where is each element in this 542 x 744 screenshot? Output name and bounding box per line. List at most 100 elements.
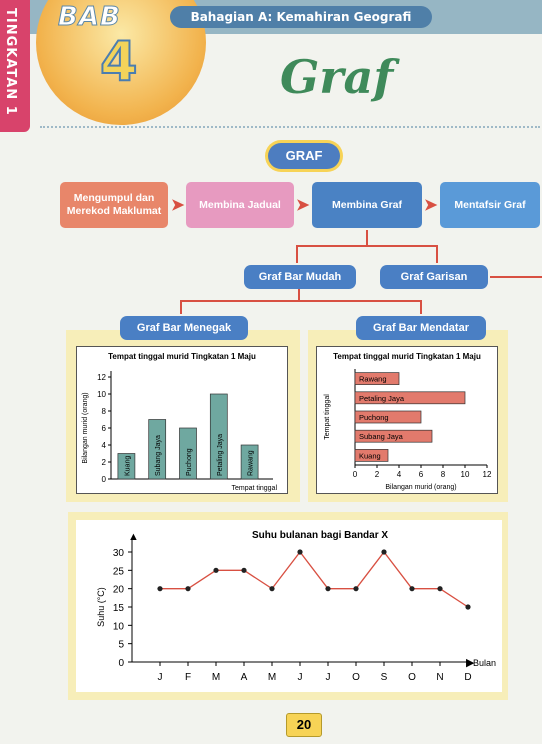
bar (354, 410, 422, 424)
bar-label: Puchong (186, 448, 193, 476)
bar (354, 372, 400, 385)
data-point (241, 567, 247, 573)
line-chart-box: Suhu bulanan bagi Bandar X ▶ ▲ 0 5 10 15 20 25 30… (76, 520, 502, 692)
y-tick-label: 15 (113, 603, 125, 614)
x-tick-label: O (352, 672, 360, 683)
x-tick-label: 12 (483, 470, 492, 479)
bar (209, 393, 228, 480)
connector (490, 276, 542, 278)
y-tick-label: 0 (102, 475, 107, 484)
page-title: Graf (280, 50, 394, 104)
data-point (297, 549, 303, 555)
x-axis-label: Bilangan murid (orang) (385, 484, 456, 491)
connector (436, 245, 438, 263)
page-number: 20 (286, 713, 322, 737)
connector (420, 300, 422, 314)
x-tick-label: N (436, 672, 443, 683)
horizontal-bar-chart-box: Tempat tinggal murid Tingkatan 1 Maju 0 2 4… (316, 346, 498, 494)
y-axis-label: Bilangan murid (orang) (82, 392, 89, 463)
y-tick-label: 0 (118, 658, 124, 669)
arrow-right-icon: ➤ (171, 197, 185, 214)
tingkatan-label: TINGKATAN 1 (3, 8, 18, 116)
x-axis-label: Tempat tinggal (231, 485, 277, 492)
sub-branch-horizontal: Graf Bar Mendatar (356, 316, 486, 340)
bar-label: Petaling Jaya (359, 394, 405, 403)
y-tick-label: 4 (102, 441, 107, 450)
bar-label: Rawang (359, 375, 387, 384)
step-table-label: Membina Jadual (199, 198, 281, 211)
graf-root-pill: GRAF (268, 143, 340, 169)
data-point (185, 586, 191, 592)
connector (180, 300, 182, 314)
y-tick-label: 10 (97, 390, 106, 399)
data-point (157, 586, 163, 592)
data-point (325, 586, 331, 592)
y-axis-label: Tempat tinggal (324, 394, 331, 440)
step-interpret: Mentafsir Graf (440, 182, 540, 228)
data-point (353, 586, 359, 592)
y-tick-label: 30 (113, 548, 125, 559)
data-point (465, 604, 471, 610)
step-collect-label: Mengumpul dan Merekod Maklumat (66, 192, 162, 217)
x-axis-label: Bulan (473, 658, 496, 668)
x-tick-label: M (268, 672, 276, 683)
y-tick-label: 10 (113, 621, 125, 632)
y-tick-label: 5 (118, 640, 124, 651)
x-tick-label: J (298, 672, 303, 683)
data-point (269, 586, 275, 592)
vertical-bar-chart: Tempat tinggal murid Tingkatan 1 Maju 0 2 4… (82, 352, 277, 492)
section-banner: Bahagian A: Kemahiran Geografi (170, 6, 432, 28)
arrow-right-icon: ➤ (424, 197, 438, 214)
y-axis-arrow-icon: ▲ (128, 531, 139, 543)
connector (298, 289, 300, 301)
y-tick-label: 20 (113, 585, 125, 596)
step-interpret-label: Mentafsir Graf (454, 198, 526, 211)
x-tick-label: M (212, 672, 220, 683)
x-axis-arrow-icon: ▶ (466, 657, 475, 669)
step-table: Membina Jadual (186, 182, 294, 228)
step-build-graph: Membina Graf (312, 182, 422, 228)
chart-title: Tempat tinggal murid Tingkatan 1 Maju (108, 352, 256, 361)
temperature-line (160, 550, 469, 608)
connector (180, 300, 422, 302)
connector (296, 245, 438, 247)
bar-label: Kuang (359, 451, 381, 460)
connector (296, 245, 298, 263)
bar-label: Kuang (124, 456, 131, 476)
y-tick-label: 25 (113, 566, 125, 577)
bar (179, 427, 197, 480)
chart-title: Suhu bulanan bagi Bandar X (252, 530, 388, 541)
bar (148, 419, 167, 480)
x-tick-label: D (464, 672, 471, 683)
bar-label: Subang Jaya (359, 432, 404, 441)
bar-label: Petaling Jaya (217, 434, 224, 476)
bar-label: Puchong (359, 413, 389, 422)
y-tick-label: 2 (102, 458, 107, 467)
data-point (213, 567, 219, 573)
x-tick-label: 8 (441, 470, 446, 479)
x-tick-label: J (158, 672, 163, 683)
x-tick-label: F (185, 672, 191, 683)
x-tick-label: J (326, 672, 331, 683)
chart-title: Tempat tinggal murid Tingkatan 1 Maju (333, 352, 481, 361)
bar (354, 429, 433, 443)
connector (366, 230, 368, 246)
data-point (437, 586, 443, 592)
bar (240, 444, 259, 480)
line-chart: Suhu bulanan bagi Bandar X ▶ ▲ 0 5 10 15 20 25 30… (96, 530, 496, 683)
bab-number: 4 (99, 29, 139, 94)
y-tick-label: 8 (102, 407, 107, 416)
y-axis-label: Suhu (°C) (96, 587, 106, 627)
sub-branch-vertical: Graf Bar Menegak (120, 316, 248, 340)
x-tick-label: O (408, 672, 416, 683)
x-tick-label: 0 (353, 470, 358, 479)
x-tick-label: S (381, 672, 388, 683)
y-tick-label: 6 (102, 424, 107, 433)
arrow-right-icon: ➤ (296, 197, 310, 214)
bar-label: Rawang (248, 450, 255, 476)
branch-line: Graf Garisan (380, 265, 488, 289)
bar (117, 453, 136, 480)
step-collect: Mengumpul dan Merekod Maklumat (60, 182, 168, 228)
bar (354, 391, 466, 405)
